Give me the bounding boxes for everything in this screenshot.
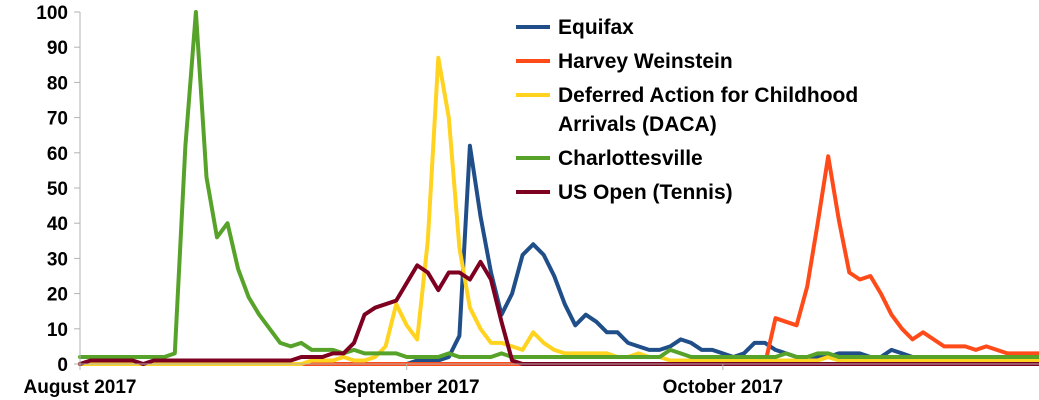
- y-tick-label: 70: [47, 109, 68, 130]
- y-tick-label: 0: [57, 355, 68, 376]
- x-axis-ticks: August 2017 September 2017 October 2017: [24, 364, 783, 398]
- plot-lines: [78, 10, 1039, 366]
- y-tick-label: 20: [47, 285, 68, 306]
- y-tick-label: 50: [47, 179, 68, 200]
- y-tick-label: 90: [47, 38, 68, 59]
- x-tick-label: October 2017: [663, 377, 783, 398]
- y-axis-ticks: 0 10 20 30 40 50 60 70 80 90 100: [36, 3, 80, 376]
- series-line-4: [78, 259, 1039, 366]
- series-line-3: [78, 10, 1039, 359]
- y-tick-label: 80: [47, 73, 68, 94]
- x-tick-label: August 2017: [24, 377, 137, 398]
- legend-item: Charlottesville: [516, 147, 703, 170]
- y-tick-label: 10: [47, 320, 68, 341]
- series-line-0: [78, 143, 1039, 366]
- legend-item: Deferred Action for Childhood Arrivals (D…: [516, 84, 858, 136]
- y-tick-label: 60: [47, 144, 68, 165]
- legend: Equifax Harvey Weinstein Deferred Action f…: [516, 16, 858, 204]
- y-tick-label: 100: [36, 3, 68, 24]
- legend-item: Harvey Weinstein: [516, 50, 733, 73]
- y-tick-label: 30: [47, 249, 68, 270]
- legend-item: US Open (Tennis): [516, 181, 733, 204]
- x-tick-label: September 2017: [334, 377, 480, 398]
- legend-label: Equifax: [558, 16, 634, 39]
- y-tick-label: 40: [47, 214, 68, 235]
- legend-label: Deferred Action for Childhood Arrivals (D…: [558, 84, 858, 136]
- series-line-1: [78, 154, 1039, 366]
- legend-label: US Open (Tennis): [558, 181, 733, 204]
- legend-item: Equifax: [516, 16, 634, 39]
- legend-label: Charlottesville: [558, 147, 703, 170]
- legend-label: Harvey Weinstein: [558, 50, 733, 73]
